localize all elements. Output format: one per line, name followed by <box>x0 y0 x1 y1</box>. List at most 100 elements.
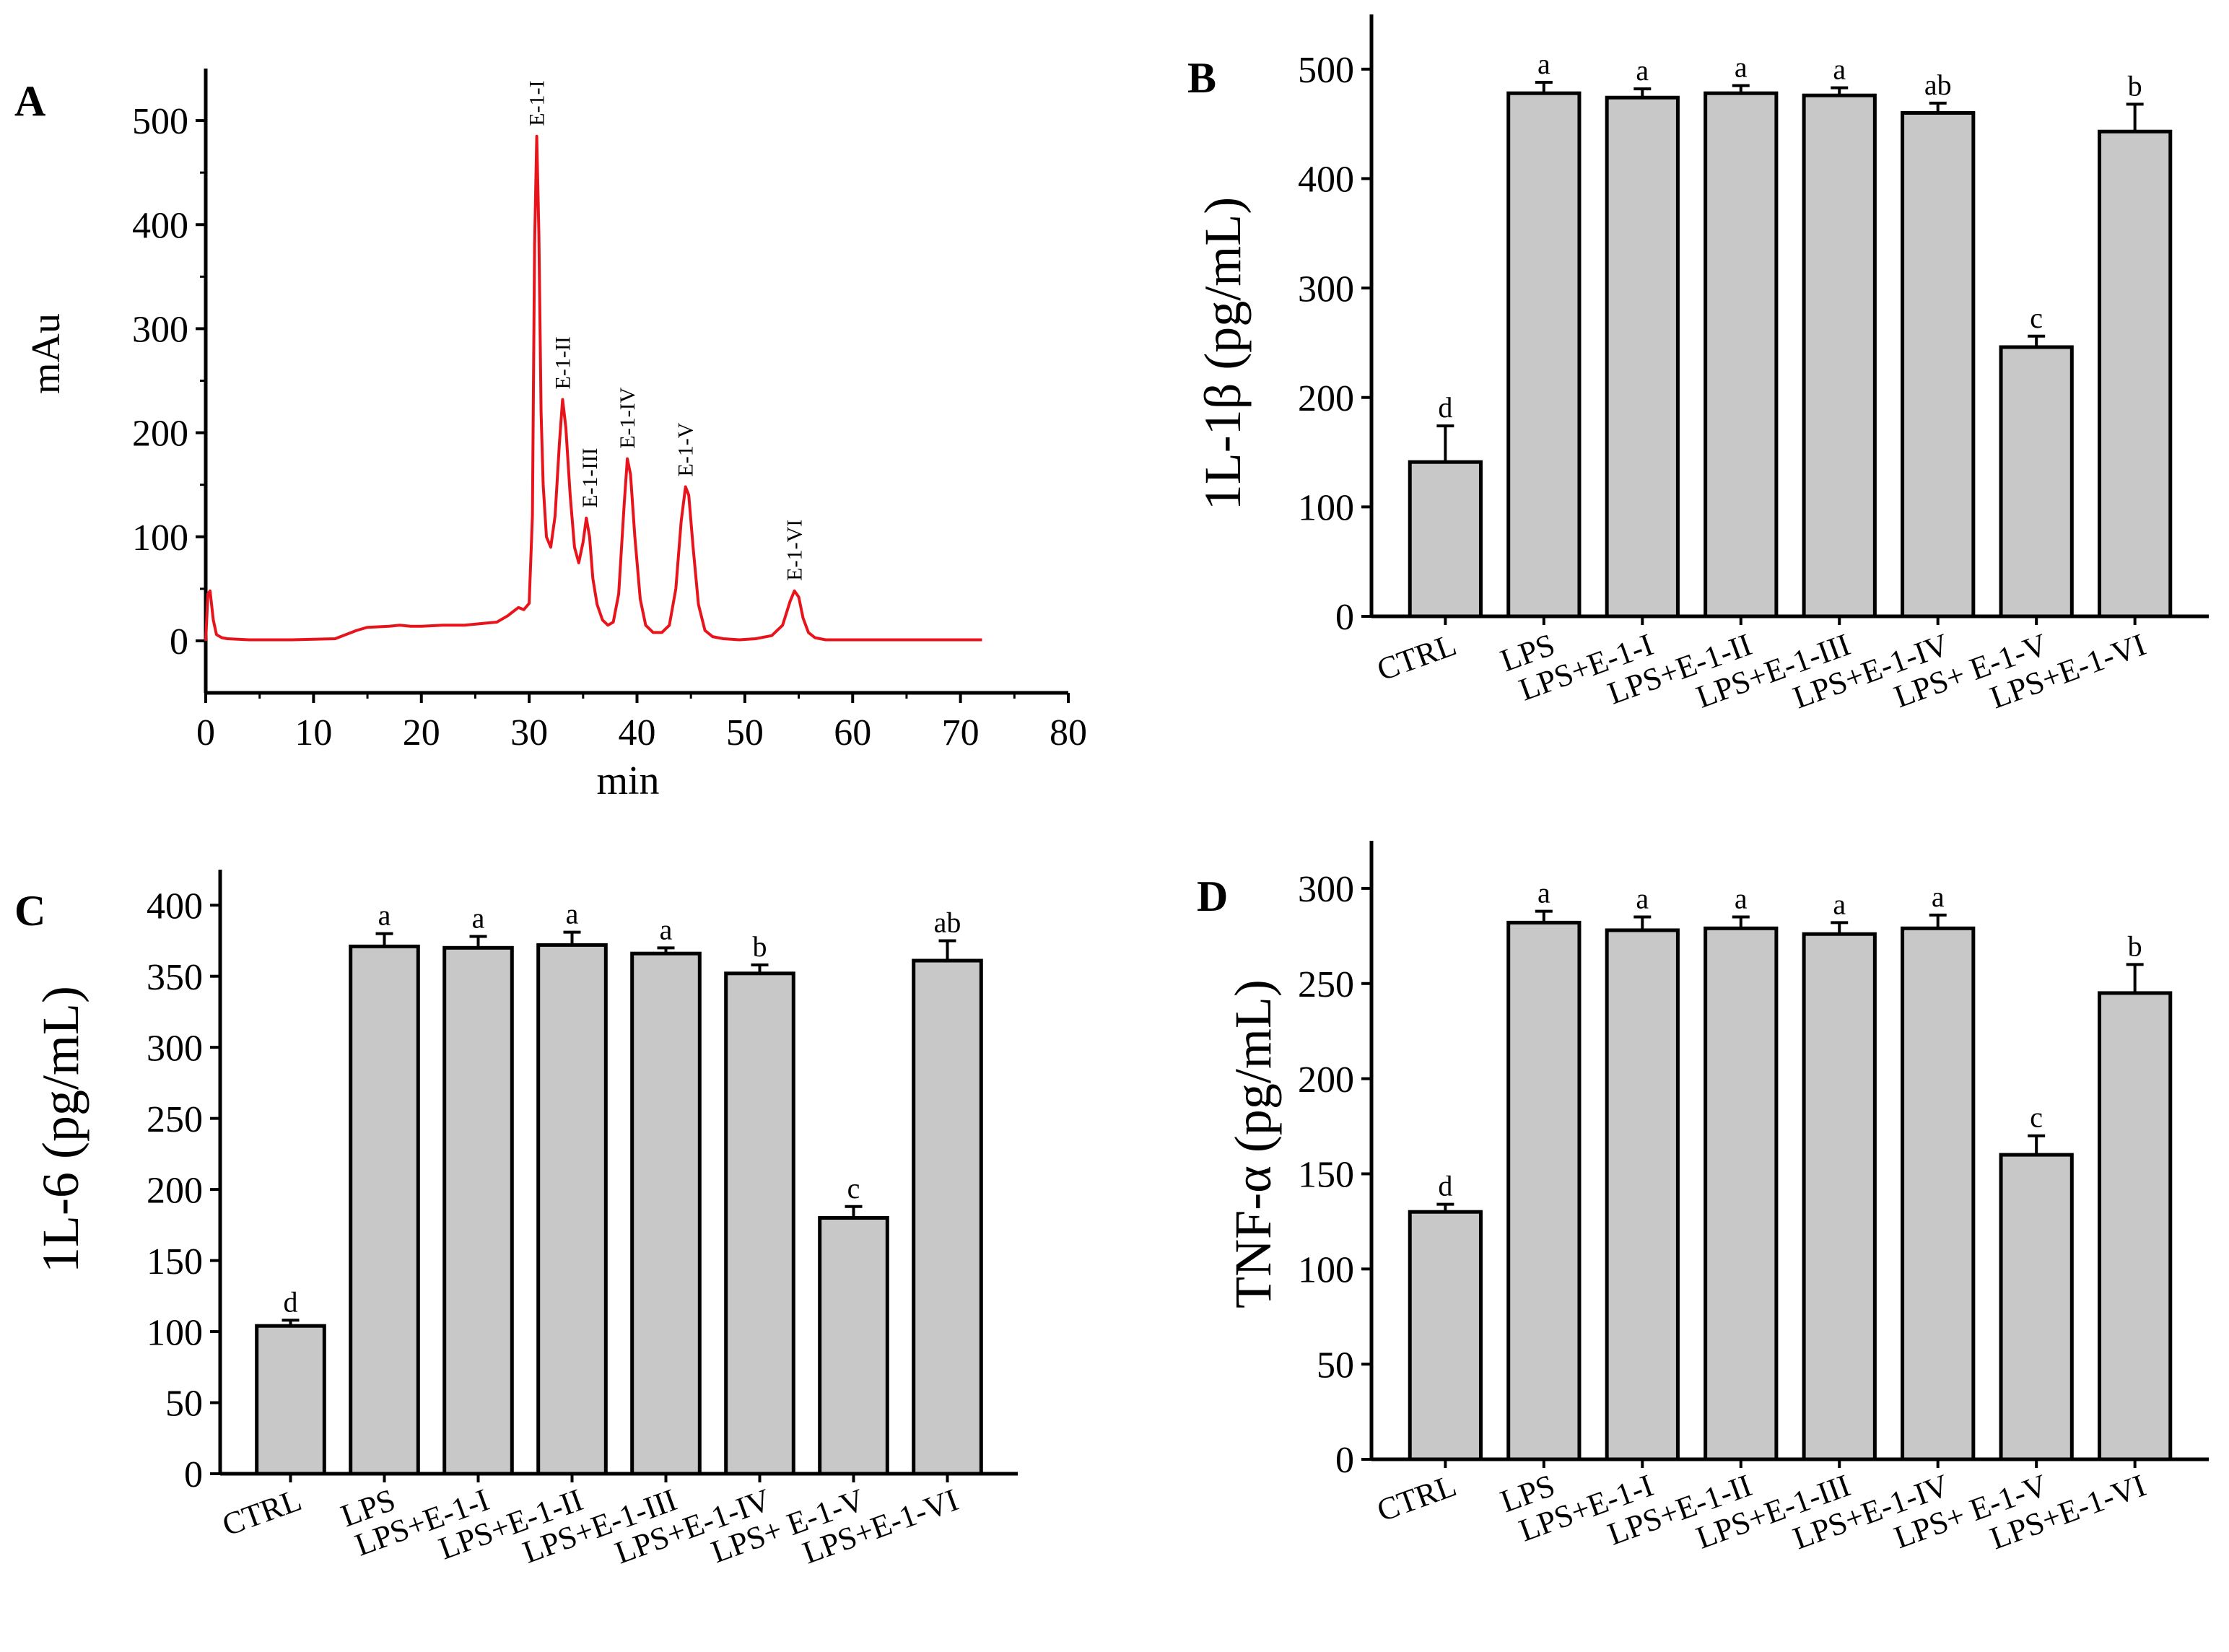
bar <box>1999 345 2074 619</box>
y-axis-label: 1L-1β (pg/mL) <box>1194 197 1252 511</box>
bar <box>2098 991 2173 1461</box>
y-tick-label: 100 <box>147 1312 203 1353</box>
bar <box>1802 93 1877 619</box>
bar <box>818 1216 889 1476</box>
y-tick-label: 200 <box>147 1170 203 1211</box>
significance-letter: a <box>1636 882 1649 914</box>
y-tick-label: 400 <box>1298 159 1354 201</box>
bar <box>630 951 702 1476</box>
y-tick-label: 0 <box>184 1454 203 1495</box>
x-tick-label: 80 <box>1050 712 1087 753</box>
panel-label-b: B <box>1187 54 1216 102</box>
bar <box>912 958 983 1476</box>
y-tick-label: 100 <box>1298 488 1354 529</box>
significance-letter: b <box>2128 69 2142 102</box>
significance-letter: a <box>1636 54 1649 87</box>
y-tick-label: 150 <box>147 1241 203 1282</box>
peak-label: E-1-III <box>578 448 602 508</box>
x-tick-label: 40 <box>619 712 656 753</box>
x-axis-label: min <box>596 759 659 803</box>
significance-letter: a <box>566 898 579 930</box>
significance-letter: a <box>1932 880 1945 913</box>
bar <box>1999 1153 2074 1461</box>
bar <box>442 945 514 1476</box>
y-axis-label: TNF-α (pg/mL) <box>1224 979 1282 1308</box>
significance-letter: a <box>1735 51 1748 84</box>
y-tick-label: 300 <box>1298 268 1354 310</box>
significance-letter: a <box>378 899 391 932</box>
significance-letter: b <box>753 930 767 963</box>
y-tick-label: 400 <box>132 205 188 246</box>
y-tick-label: 0 <box>1335 597 1354 638</box>
y-tick-label: 200 <box>132 414 188 455</box>
peak-label: E-1-IV <box>616 387 640 448</box>
significance-letter: a <box>1833 53 1846 86</box>
y-tick-label: 200 <box>1298 1059 1354 1101</box>
y-tick-label: 100 <box>132 517 188 559</box>
bar <box>1506 91 1582 619</box>
significance-letter: d <box>1438 1170 1452 1202</box>
y-tick-label: 500 <box>1298 50 1354 91</box>
x-tick-label: 70 <box>942 712 980 753</box>
y-tick-label: 350 <box>147 957 203 998</box>
y-tick-label: 100 <box>1298 1250 1354 1291</box>
x-tick-label: 20 <box>403 712 440 753</box>
y-tick-label: 50 <box>1317 1345 1354 1386</box>
y-axis-label: mAu <box>24 313 69 394</box>
x-tick-label: 0 <box>196 712 215 753</box>
bar <box>2098 129 2173 619</box>
y-tick-label: 250 <box>1298 964 1354 1005</box>
significance-letter: a <box>1537 877 1550 909</box>
y-tick-label: 500 <box>132 101 188 142</box>
significance-letter: b <box>2128 930 2142 962</box>
bar <box>1408 460 1483 619</box>
bar <box>1605 95 1680 619</box>
panel-label-d: D <box>1197 873 1228 920</box>
significance-letter: ab <box>1924 69 1952 101</box>
panel-b-il1b-chart: B 1L-1β (pg/mL) 0100200300400500dCTRLaLP… <box>1187 14 2209 715</box>
x-tick-label: 60 <box>834 712 871 753</box>
significance-letter: a <box>1833 888 1846 920</box>
x-tick-label: 30 <box>510 712 548 753</box>
y-tick-label: 50 <box>165 1384 203 1425</box>
bar <box>349 944 420 1476</box>
significance-letter: a <box>1735 882 1748 914</box>
significance-letter: c <box>2030 302 2043 334</box>
y-axis-label: 1L-6 (pg/mL) <box>32 986 90 1273</box>
bar <box>724 971 795 1476</box>
y-tick-label: 0 <box>170 621 188 663</box>
significance-letter: d <box>284 1285 298 1318</box>
bar <box>1605 928 1680 1461</box>
panel-d-tnfa-chart: D TNF-α (pg/mL) 050100150200250300dCTRLa… <box>1197 841 2209 1556</box>
panel-a-chromatogram: A mAu min 0 100 200 300 400 500 0 10 20 30 40 50 60 7… <box>14 69 1087 803</box>
y-tick-label: 150 <box>1298 1155 1354 1196</box>
significance-letter: ab <box>934 906 961 938</box>
y-tick-label: 0 <box>1335 1440 1354 1481</box>
bar <box>1704 91 1779 619</box>
y-tick-label: 300 <box>1298 869 1354 910</box>
significance-letter: a <box>472 902 485 935</box>
y-tick-label: 300 <box>132 309 188 350</box>
significance-letter: c <box>847 1172 860 1205</box>
peak-label: E-1-VI <box>783 520 807 581</box>
y-tick-label: 400 <box>147 886 203 927</box>
peak-label: E-1-V <box>674 422 698 476</box>
y-tick-label: 200 <box>1298 378 1354 419</box>
significance-letter: d <box>1438 391 1452 424</box>
peak-label: E-1-II <box>551 336 575 389</box>
x-tick-label: 10 <box>295 712 332 753</box>
bar <box>1408 1210 1483 1461</box>
significance-letter: a <box>1537 48 1550 80</box>
bar <box>1901 926 1976 1461</box>
bar <box>1802 932 1877 1461</box>
bar <box>536 943 608 1476</box>
panel-label-a: A <box>14 77 45 125</box>
bar <box>1506 920 1582 1461</box>
significance-letter: c <box>2030 1101 2043 1134</box>
bar <box>1704 926 1779 1461</box>
bar <box>1901 110 1976 619</box>
y-tick-label: 250 <box>147 1099 203 1140</box>
bar <box>255 1324 326 1476</box>
